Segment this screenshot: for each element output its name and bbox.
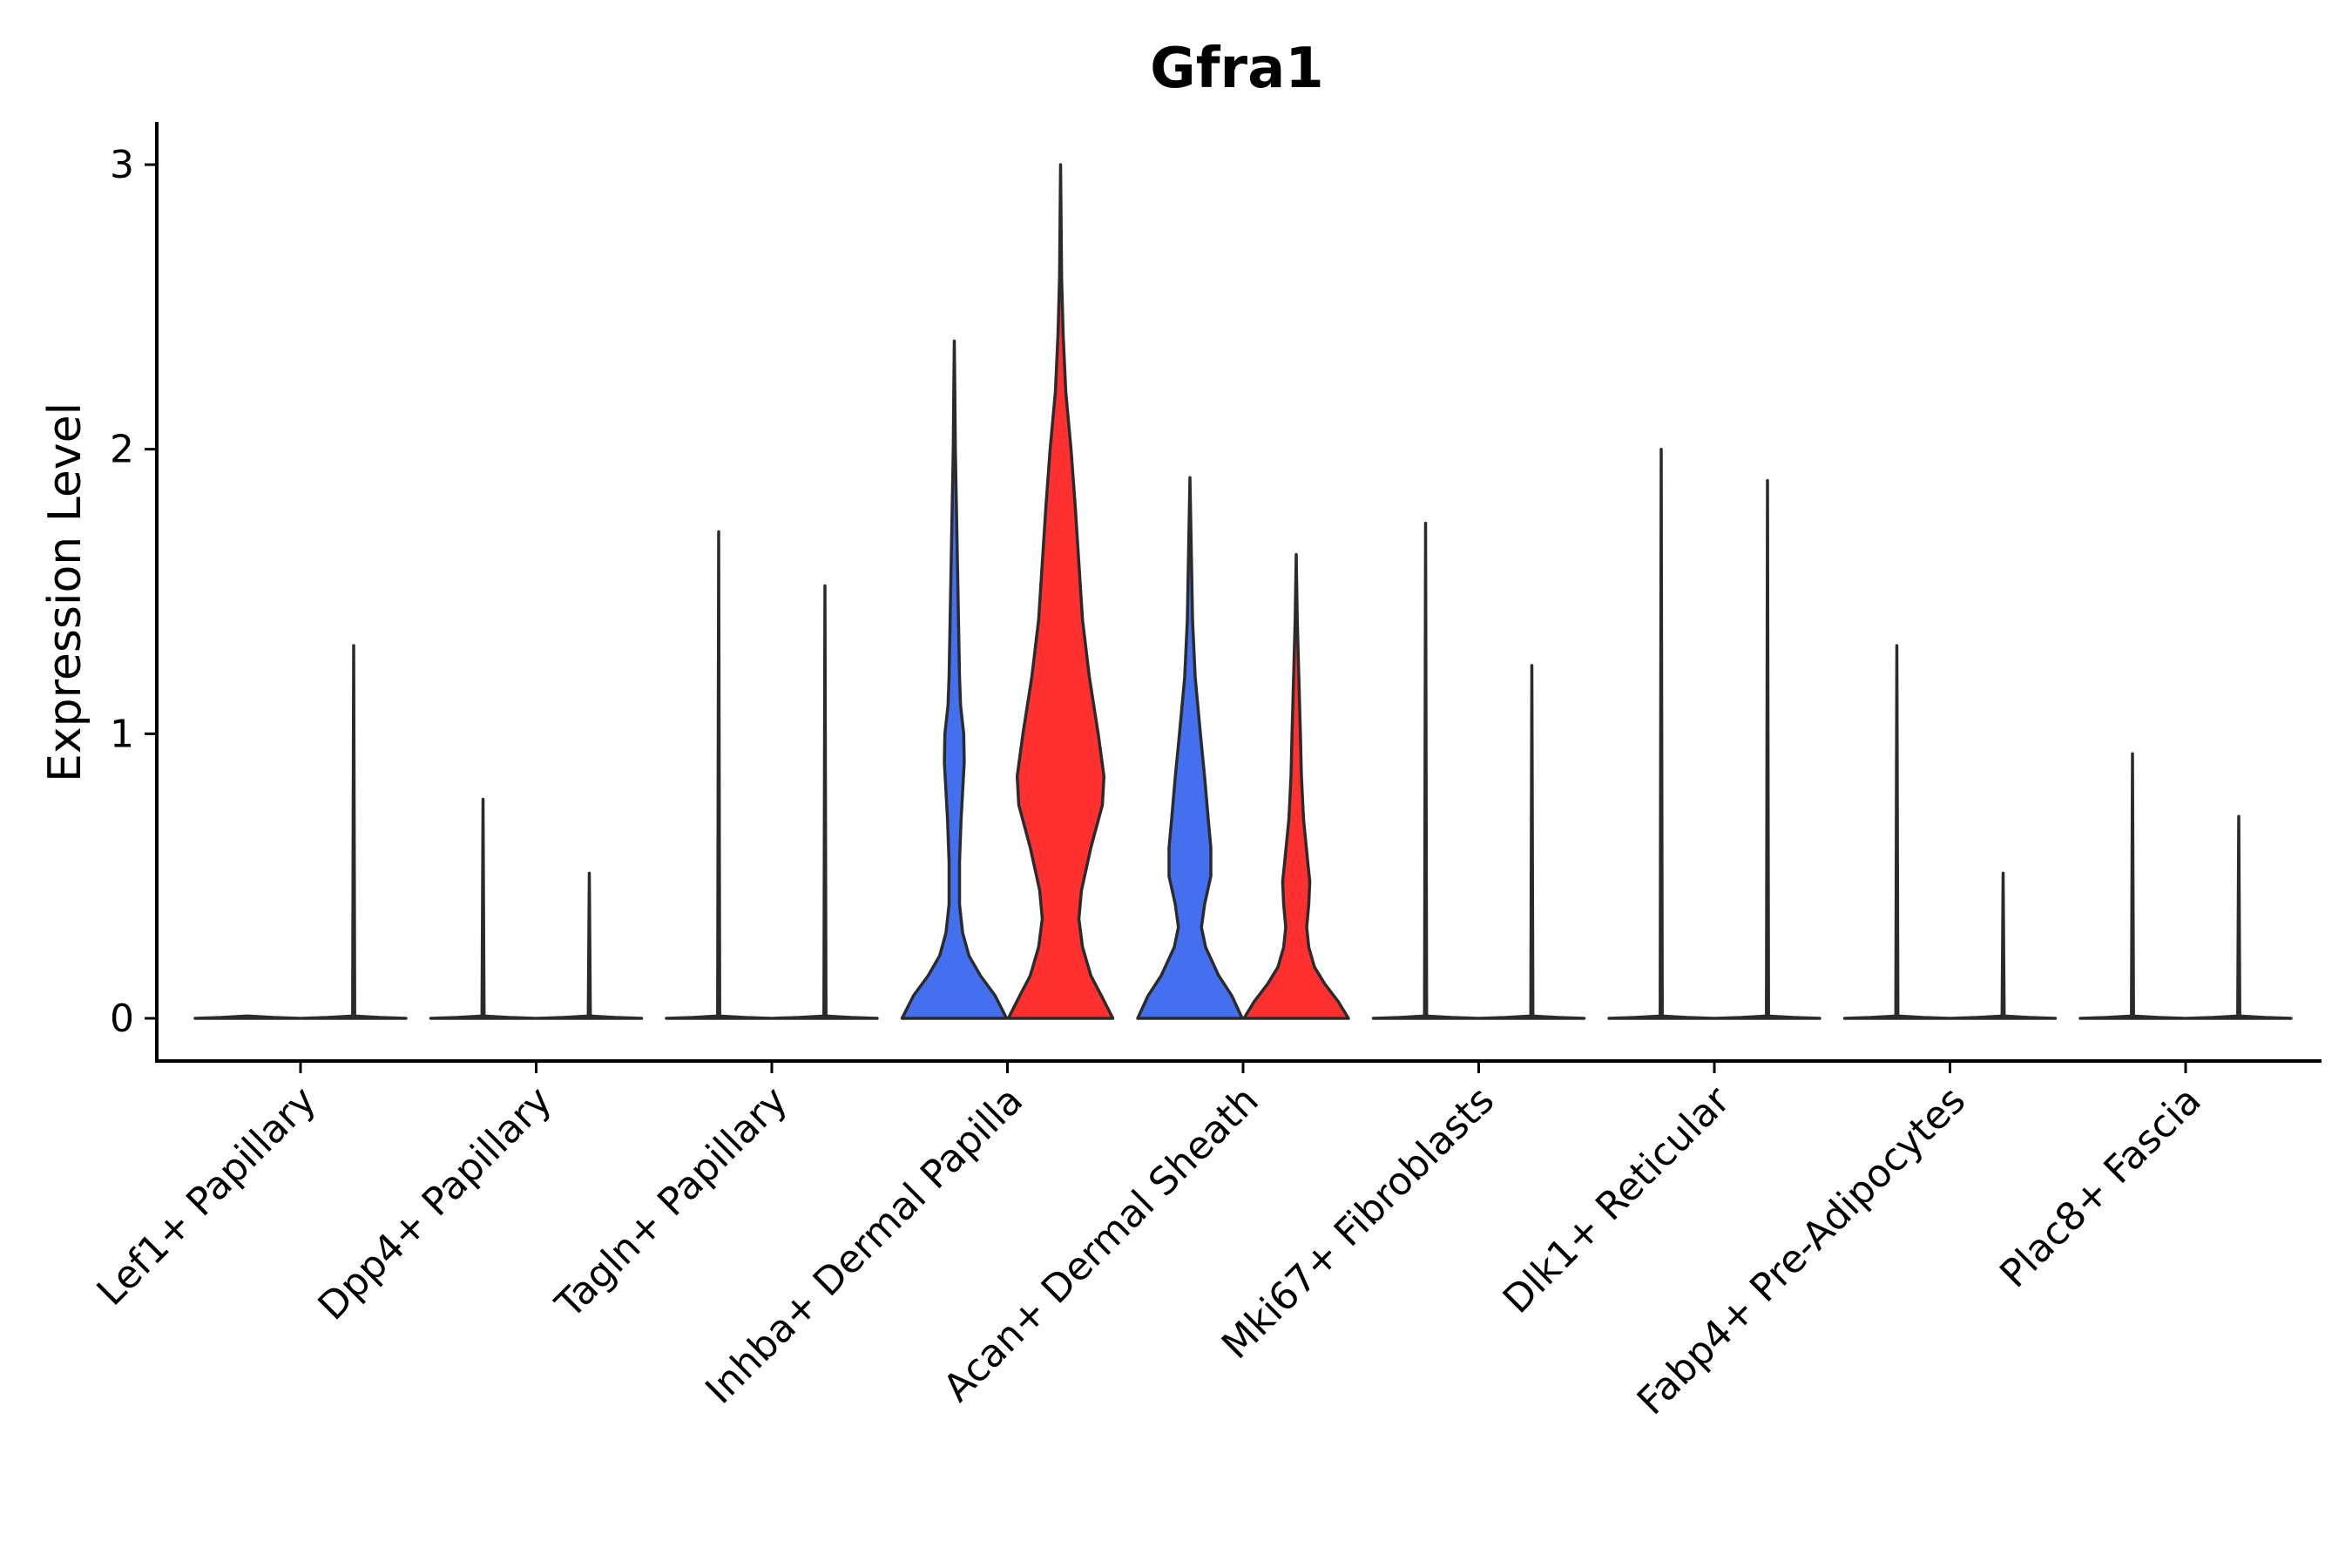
violin-8-a [1842, 644, 1951, 1020]
x-tick-label: Dlk1+ Reticular [1495, 1078, 1740, 1322]
violin-8-b [1949, 871, 2058, 1020]
violin-4-b [1006, 163, 1115, 1020]
x-tick-label: Mki67+ Fibroblasts [1213, 1078, 1503, 1368]
violin-5-b [1242, 552, 1350, 1020]
violin-9-b [2185, 814, 2293, 1020]
violin-7-a [1607, 447, 1715, 1020]
violin-layer [193, 163, 2293, 1020]
y-axis-ticks: 0 1 2 3 [110, 143, 157, 1041]
violin-4-a [900, 339, 1009, 1020]
x-tick-label: Lef1+ Papillary [89, 1078, 325, 1315]
x-tick-label: Tagln+ Papillary [547, 1078, 796, 1328]
x-tick-label: Plac8+ Fascia [1991, 1078, 2210, 1297]
y-tick-label: 3 [110, 143, 134, 187]
violin-1-a [193, 1014, 301, 1020]
chart-title: Gfra1 [1150, 37, 1324, 101]
y-tick-label: 2 [110, 428, 134, 472]
x-tick-label: Dpp4+ Papillary [310, 1078, 561, 1329]
violin-6-a [1371, 521, 1480, 1020]
violin-2-a [429, 797, 537, 1020]
violin-3-a [665, 530, 773, 1020]
violin-2-b [535, 871, 644, 1020]
violin-1-b [300, 644, 408, 1020]
axes [155, 122, 2322, 1063]
violin-9-a [2078, 752, 2186, 1020]
violin-3-b [771, 584, 879, 1020]
y-axis-label: Expression Level [39, 402, 91, 782]
violin-5-a [1136, 476, 1244, 1020]
y-tick-label: 0 [110, 997, 134, 1041]
violin-6-b [1477, 664, 1586, 1020]
y-tick-label: 1 [110, 712, 134, 756]
violin-7-b [1713, 478, 1821, 1020]
